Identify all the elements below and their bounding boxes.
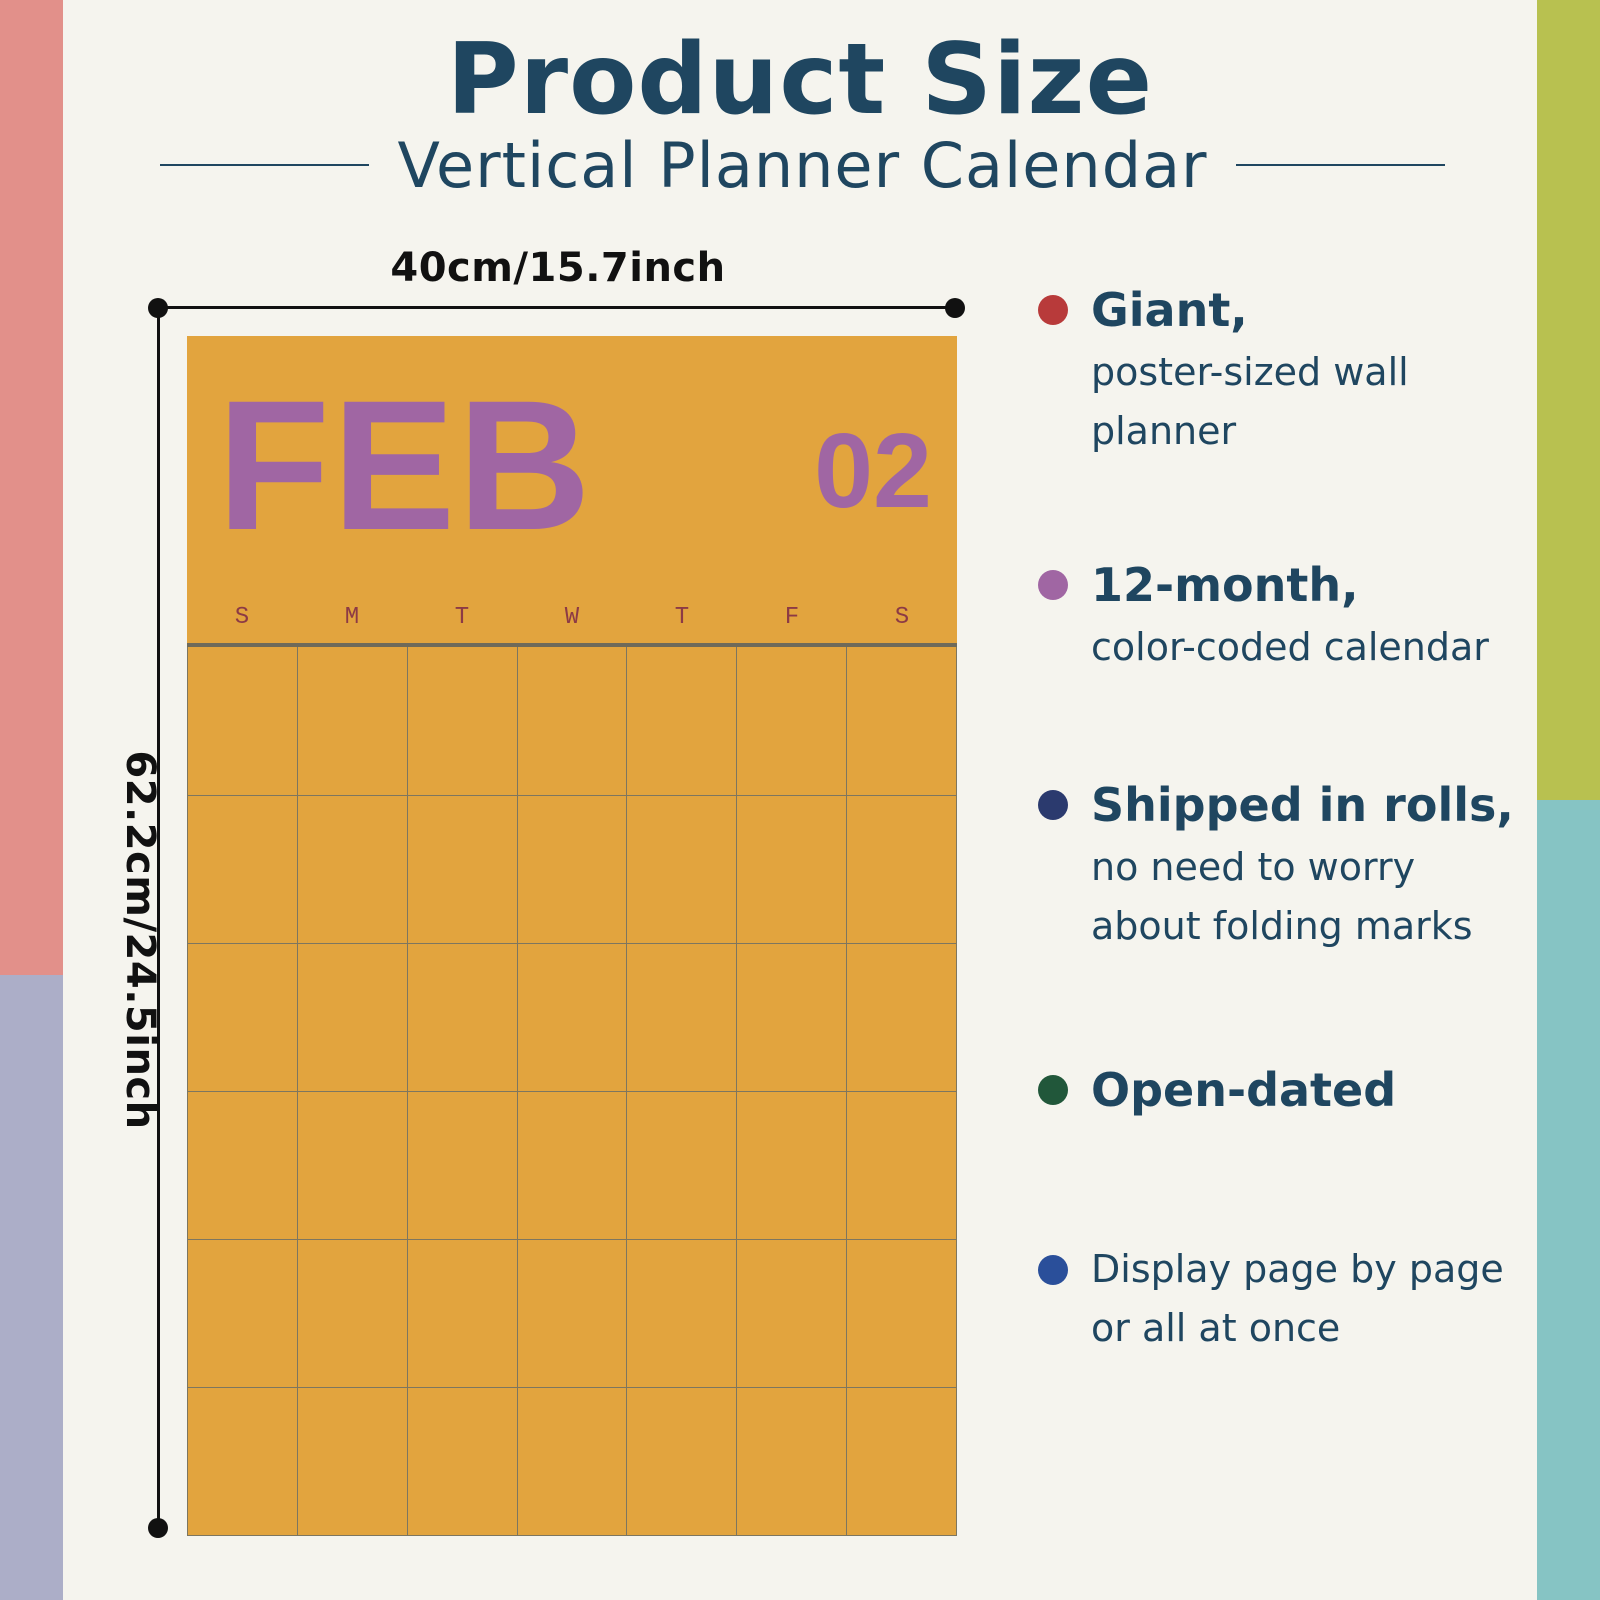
day-cell — [408, 647, 518, 795]
day-cell — [188, 647, 298, 795]
day-cell — [407, 1387, 518, 1535]
bullet-dot-icon — [1038, 570, 1068, 600]
day-cell — [517, 795, 628, 943]
feature-description: color-coded calendar — [1091, 625, 1489, 669]
day-cell — [517, 1239, 628, 1387]
weekday-header-rule — [187, 643, 957, 647]
width-dimension-line — [158, 306, 955, 309]
day-cell — [407, 795, 518, 943]
feature-description: about folding marks — [1091, 904, 1473, 948]
day-cell — [847, 647, 957, 795]
subtitle-divider-left — [160, 164, 370, 166]
day-cell — [847, 1387, 957, 1535]
day-cell — [627, 1091, 738, 1239]
day-cell — [627, 943, 738, 1091]
day-cell — [188, 943, 298, 1091]
day-cell — [737, 795, 848, 943]
day-cell — [188, 795, 298, 943]
day-cell — [517, 1387, 628, 1535]
day-cell — [737, 943, 848, 1091]
day-cell — [517, 1091, 628, 1239]
height-dimension-label: 62.2cm/24.5inch — [117, 750, 163, 1130]
weekday-label: M — [344, 604, 360, 631]
day-cell — [407, 943, 518, 1091]
day-cell — [407, 1239, 518, 1387]
feature-description: Display page by page — [1091, 1247, 1504, 1291]
page-title: Product Size — [446, 23, 1154, 137]
day-cell — [188, 1239, 298, 1387]
dimension-endpoint-dot — [148, 1518, 168, 1538]
left-color-band-bottom — [0, 975, 63, 1600]
day-cell — [847, 795, 957, 943]
calendar-month-number: 02 — [814, 412, 932, 530]
bullet-dot-icon — [1038, 295, 1068, 325]
subtitle-divider-right — [1235, 164, 1445, 166]
calendar-month-name: FEB — [217, 363, 593, 569]
weekday-label: W — [564, 604, 580, 631]
day-cell — [297, 943, 408, 1091]
day-cell — [737, 1239, 848, 1387]
day-cell — [627, 1387, 738, 1535]
weekday-label: T — [674, 604, 690, 631]
feature-description: poster-sized wall — [1091, 350, 1409, 394]
day-cell — [188, 1387, 298, 1535]
calendar-page: FEB 02 S M T W T F S — [187, 336, 957, 1536]
right-color-band-bottom — [1537, 800, 1600, 1600]
day-cell — [847, 1091, 957, 1239]
day-cell — [847, 1239, 957, 1387]
bullet-dot-icon — [1038, 1075, 1068, 1105]
feature-title: Giant, — [1091, 283, 1248, 337]
right-color-band-top — [1537, 0, 1600, 800]
day-cell — [297, 1239, 408, 1387]
day-cell — [627, 1239, 738, 1387]
day-cell — [737, 1387, 848, 1535]
weekday-label: S — [234, 604, 250, 631]
day-cell — [518, 647, 628, 795]
feature-description: no need to worry — [1091, 845, 1416, 889]
height-dimension-line — [157, 308, 160, 1528]
weekday-label: S — [894, 604, 910, 631]
weekday-label: T — [454, 604, 470, 631]
feature-title: 12-month, — [1091, 558, 1359, 612]
page-subtitle: Vertical Planner Calendar — [397, 128, 1208, 202]
day-cell — [297, 1091, 408, 1239]
day-cell — [298, 647, 408, 795]
subtitle-row: Vertical Planner Calendar — [160, 125, 1445, 205]
feature-description: planner — [1091, 409, 1237, 453]
weekday-label: F — [784, 604, 800, 631]
day-cell — [297, 795, 408, 943]
day-cell — [297, 1387, 408, 1535]
width-dimension-label: 40cm/15.7inch — [390, 245, 726, 291]
day-cell — [737, 647, 848, 795]
left-color-band-top — [0, 0, 63, 975]
day-cell — [517, 943, 628, 1091]
day-cell — [847, 943, 957, 1091]
dimension-endpoint-dot — [945, 298, 965, 318]
feature-description: or all at once — [1091, 1306, 1341, 1350]
day-cell — [188, 1091, 298, 1239]
bullet-dot-icon — [1038, 1255, 1068, 1285]
feature-title: Open-dated — [1091, 1063, 1397, 1117]
day-cell — [737, 1091, 848, 1239]
day-cell — [627, 795, 738, 943]
day-cell — [407, 1091, 518, 1239]
feature-title: Shipped in rolls, — [1091, 778, 1514, 832]
calendar-grid — [187, 647, 957, 1536]
bullet-dot-icon — [1038, 790, 1068, 820]
day-cell — [627, 647, 738, 795]
